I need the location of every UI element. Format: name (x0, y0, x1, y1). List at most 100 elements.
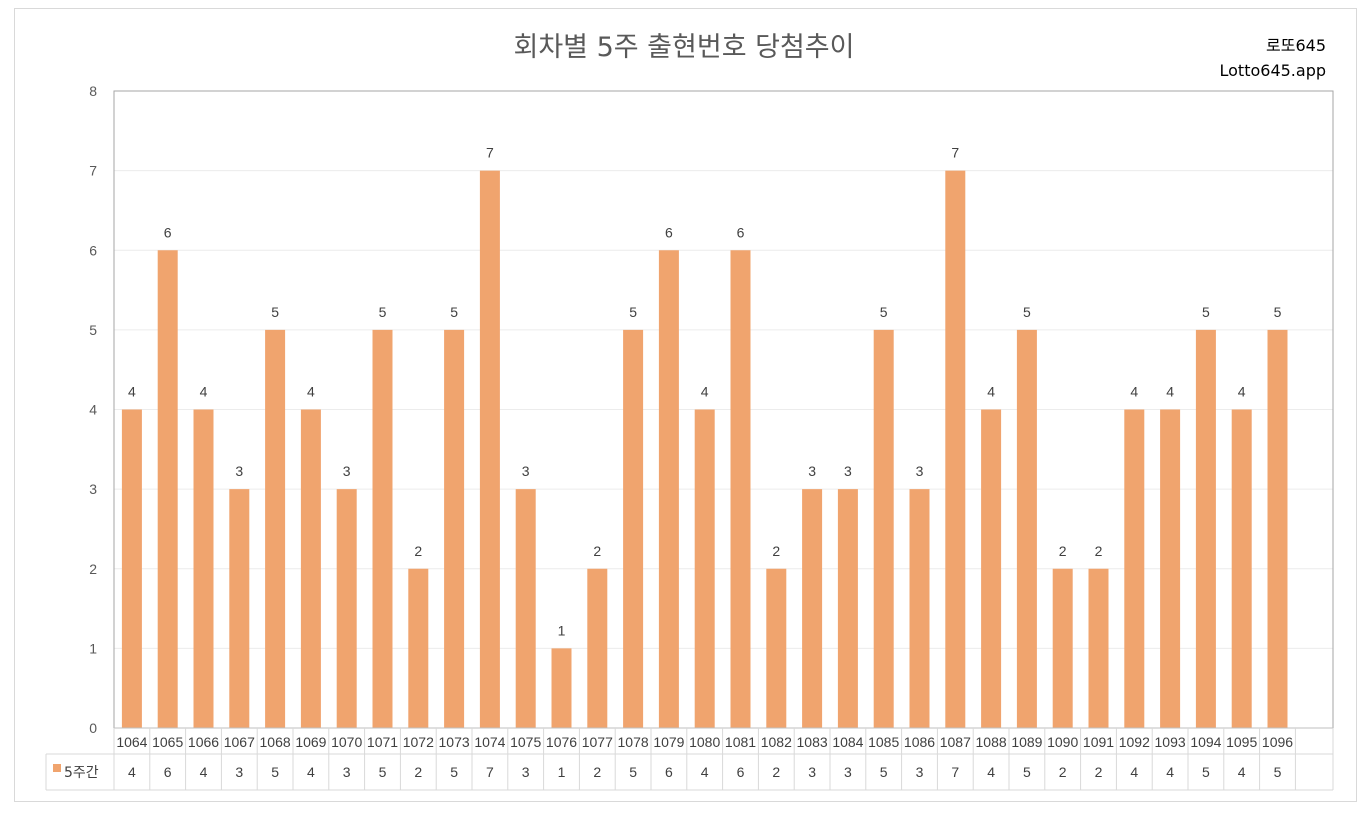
x-tick-label: 1069 (295, 734, 326, 750)
data-label: 3 (808, 463, 816, 479)
table-value: 4 (987, 764, 995, 780)
y-tick-label: 3 (89, 481, 97, 497)
table-value: 2 (593, 764, 601, 780)
x-tick-label: 1077 (582, 734, 613, 750)
table-value: 1 (558, 764, 566, 780)
table-value: 6 (164, 764, 172, 780)
bar (909, 489, 930, 728)
y-tick-label: 4 (89, 402, 97, 418)
bar (837, 489, 858, 728)
x-tick-label: 1094 (1190, 734, 1221, 750)
data-label: 5 (1023, 304, 1031, 320)
data-label: 4 (128, 384, 136, 400)
bar (1160, 409, 1181, 728)
legend-label: 5주간 (64, 765, 99, 781)
table-value: 4 (307, 764, 315, 780)
table-value: 5 (629, 764, 637, 780)
data-label: 4 (200, 384, 208, 400)
x-tick-label: 1089 (1011, 734, 1042, 750)
x-tick-label: 1095 (1226, 734, 1257, 750)
x-tick-label: 1090 (1047, 734, 1078, 750)
bar (121, 409, 142, 728)
x-tick-label: 1068 (260, 734, 291, 750)
y-tick-label: 2 (89, 561, 97, 577)
table-value: 3 (235, 764, 243, 780)
table-value: 6 (665, 764, 673, 780)
x-tick-label: 1071 (367, 734, 398, 750)
data-label: 7 (951, 145, 959, 161)
data-label: 1 (558, 622, 566, 638)
table-value: 7 (486, 764, 494, 780)
y-tick-label: 5 (89, 322, 97, 338)
data-label: 5 (629, 304, 637, 320)
data-label: 3 (522, 463, 530, 479)
x-tick-label: 1088 (976, 734, 1007, 750)
data-label: 5 (1202, 304, 1210, 320)
table-value: 5 (271, 764, 279, 780)
bar (730, 250, 751, 728)
data-label: 3 (235, 463, 243, 479)
x-tick-label: 1066 (188, 734, 219, 750)
bar (658, 250, 679, 728)
x-tick-label: 1074 (474, 734, 505, 750)
x-tick-label: 1064 (116, 734, 147, 750)
data-label: 6 (665, 224, 673, 240)
x-tick-label: 1076 (546, 734, 577, 750)
data-label: 5 (880, 304, 888, 320)
data-label: 7 (486, 145, 494, 161)
bar (981, 409, 1002, 728)
data-label: 3 (844, 463, 852, 479)
data-label: 5 (450, 304, 458, 320)
data-label: 4 (987, 384, 995, 400)
bar (1088, 568, 1109, 728)
x-tick-label: 1085 (868, 734, 899, 750)
x-tick-label: 1073 (439, 734, 470, 750)
table-value: 5 (880, 764, 888, 780)
data-label: 2 (414, 543, 422, 559)
bar (766, 568, 787, 728)
x-tick-label: 1070 (331, 734, 362, 750)
data-label: 4 (307, 384, 315, 400)
bar (300, 409, 321, 728)
data-label: 3 (343, 463, 351, 479)
table-value: 4 (128, 764, 136, 780)
brand-domain: Lotto645.app (1220, 61, 1327, 80)
x-tick-label: 1078 (618, 734, 649, 750)
table-value: 2 (772, 764, 780, 780)
data-label: 5 (379, 304, 387, 320)
bar (551, 648, 572, 728)
y-tick-label: 6 (89, 242, 97, 258)
data-label: 3 (916, 463, 924, 479)
x-tick-label: 1083 (797, 734, 828, 750)
bar (623, 329, 644, 728)
bar (1124, 409, 1145, 728)
table-value: 2 (414, 764, 422, 780)
bar (1231, 409, 1252, 728)
table-value: 3 (522, 764, 530, 780)
table-value: 4 (1166, 764, 1174, 780)
plot-area: 0 1 2 3 4 5 6 7 8 4 6 4 3 5 4 3 5 2 5 7 3 1 2 5 6 4 6 2 3 3 5 3 7 4 5 2 2 4 4 5… (45, 83, 1334, 791)
table-value: 5 (1202, 764, 1210, 780)
bar (1195, 329, 1216, 728)
bar (1052, 568, 1073, 728)
data-label: 4 (1238, 384, 1246, 400)
table-value: 4 (1238, 764, 1246, 780)
x-tick-label: 1084 (832, 734, 863, 750)
legend-key (53, 764, 61, 772)
bar (372, 329, 393, 728)
chart-title: 회차별 5주 출현번호 당첨추이 (513, 32, 854, 63)
x-tick-label: 1075 (510, 734, 541, 750)
table-value: 5 (1023, 764, 1031, 780)
y-tick-label: 0 (89, 720, 97, 736)
x-tick-label: 1072 (403, 734, 434, 750)
data-label: 2 (1095, 543, 1103, 559)
table-value: 4 (1130, 764, 1138, 780)
bar (408, 568, 429, 728)
x-tick-label: 1086 (904, 734, 935, 750)
x-tick-label: 1065 (152, 734, 183, 750)
data-label: 6 (737, 224, 745, 240)
data-label: 5 (1274, 304, 1282, 320)
table-value: 2 (1095, 764, 1103, 780)
x-tick-label: 1093 (1155, 734, 1186, 750)
